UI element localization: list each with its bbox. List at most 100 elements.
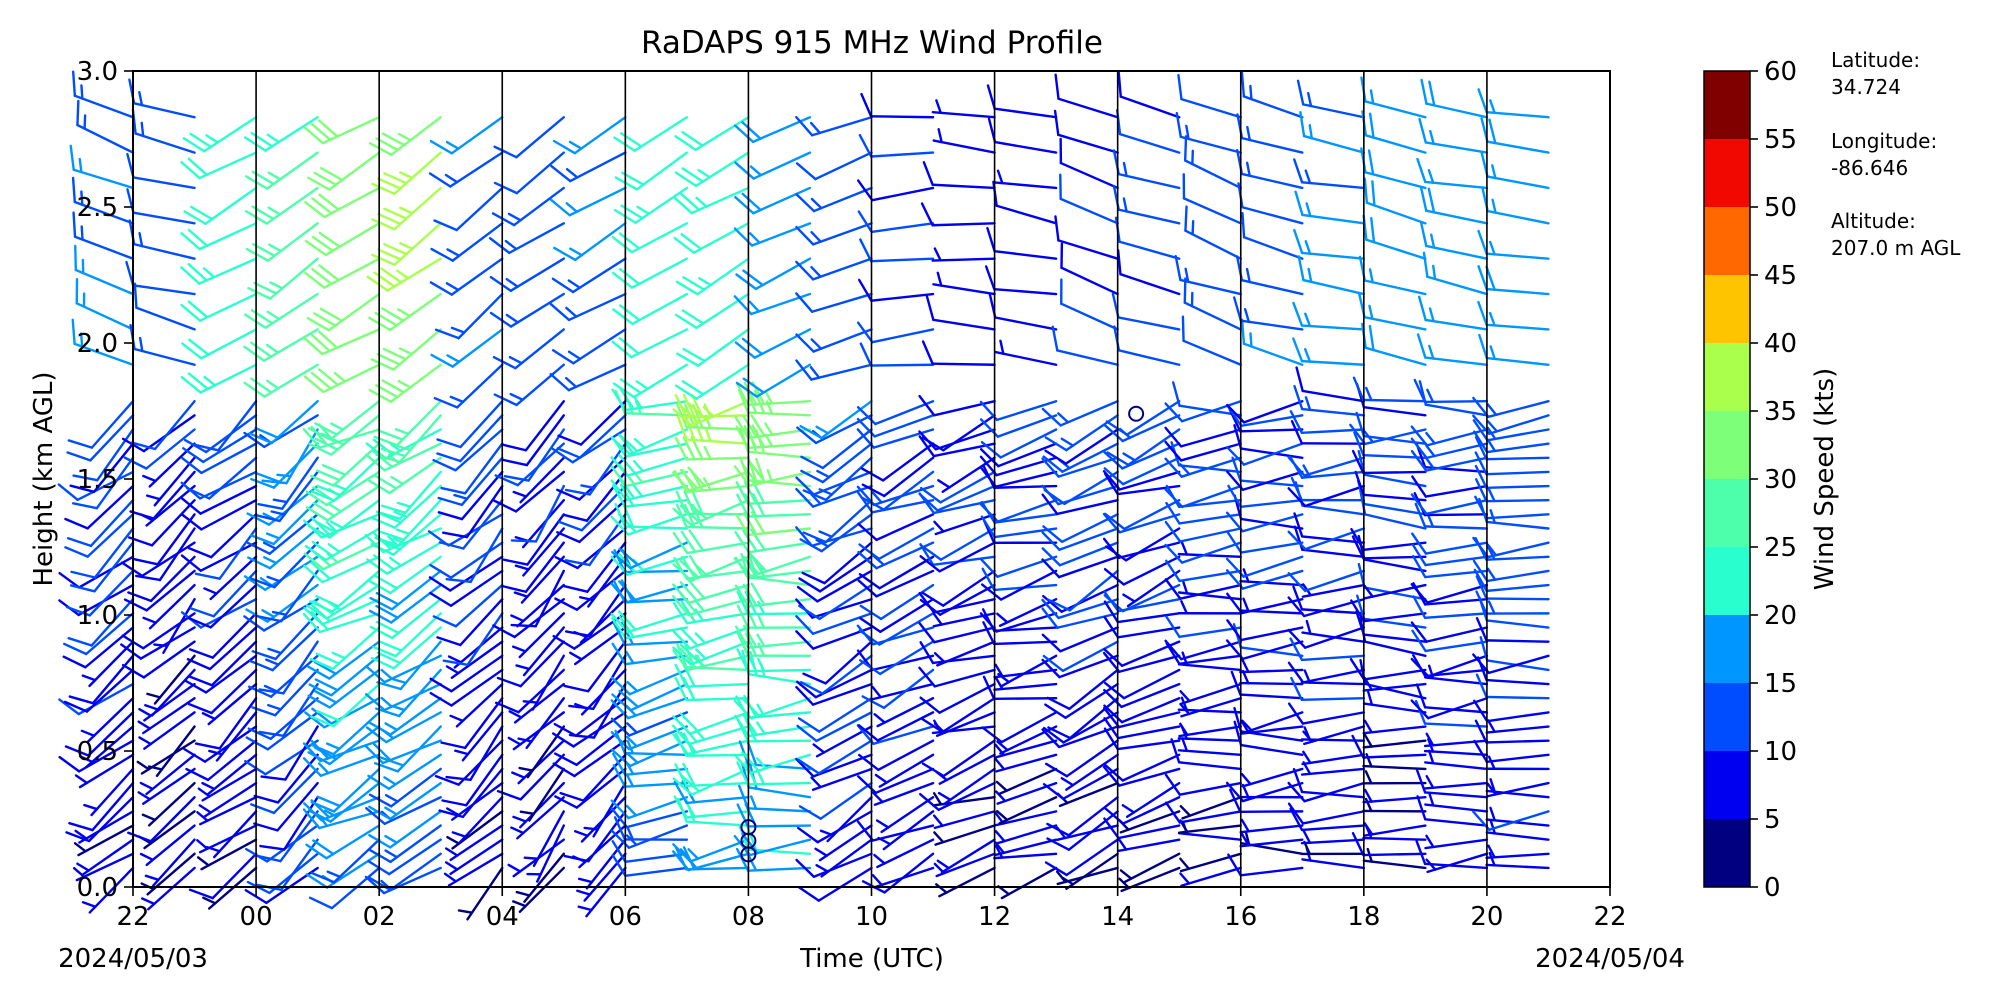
wind-barb	[1165, 615, 1242, 639]
wind-barb	[672, 400, 750, 428]
wind-barb	[672, 640, 750, 666]
wind-barb	[918, 666, 996, 688]
wind-barb	[562, 470, 627, 522]
wind-barb	[368, 583, 442, 624]
wind-barb	[563, 810, 627, 863]
start-date-label: 2024/05/03	[58, 944, 208, 974]
wind-barb	[66, 414, 135, 462]
wind-barb	[801, 541, 873, 585]
wind-barb	[1287, 456, 1366, 477]
wind-barb	[1351, 449, 1427, 475]
wind-barb	[802, 499, 873, 544]
wind-barb	[1475, 590, 1550, 615]
wind-barb	[672, 499, 750, 527]
wind-barb	[515, 852, 565, 903]
wind-barb	[180, 257, 258, 285]
wind-barb	[997, 654, 1058, 688]
wind-barb	[1046, 569, 1119, 612]
wind-barb	[921, 340, 996, 366]
wind-barb	[1060, 852, 1119, 890]
chart-title: RaDAPS 915 MHz Wind Profile	[641, 25, 1103, 61]
wind-barb	[611, 222, 689, 254]
wind-barb	[188, 852, 258, 900]
wind-barb	[1179, 796, 1242, 820]
wind-barb	[611, 541, 689, 570]
wind-barb	[523, 810, 565, 867]
wind-barb	[1416, 333, 1489, 366]
wind-barb	[982, 675, 1058, 701]
wind-barb	[994, 824, 1058, 845]
wind-barb	[73, 824, 135, 857]
wind-barb	[1174, 255, 1242, 296]
wind-barb	[1418, 117, 1489, 154]
wind-barb	[1293, 228, 1366, 260]
wind-barb	[245, 711, 319, 751]
wind-barb	[795, 612, 873, 635]
wind-barb	[202, 866, 258, 910]
wind-barb	[921, 697, 996, 734]
wind-barb	[611, 615, 689, 640]
wind-barb	[511, 739, 565, 785]
wind-barb	[1350, 527, 1427, 552]
x-tick-label: 18	[1347, 902, 1380, 932]
wind-barb	[1287, 802, 1366, 825]
wind-barb	[796, 711, 873, 743]
wind-barb	[1473, 430, 1550, 454]
wind-barb	[1240, 767, 1304, 788]
wind-barb	[858, 527, 935, 561]
wind-barb	[80, 697, 135, 743]
wind-barb	[1041, 607, 1119, 629]
wind-barb	[194, 527, 258, 580]
wind-barb	[307, 640, 381, 680]
wind-barb	[795, 359, 873, 381]
x-tick-label: 22	[116, 902, 149, 932]
wind-barb	[307, 499, 381, 539]
wind-barb	[1415, 768, 1489, 799]
wind-barb	[375, 414, 442, 464]
wind-barb	[139, 753, 196, 796]
wind-barb	[305, 824, 381, 860]
wind-barb	[918, 484, 996, 512]
wind-barb	[1485, 755, 1550, 771]
wind-barb	[446, 781, 504, 821]
wind-barb	[1425, 852, 1489, 874]
wind-barb	[254, 470, 319, 523]
wind-barb	[551, 328, 627, 365]
wind-barb	[1293, 158, 1366, 190]
wind-barb	[1472, 559, 1550, 583]
wind-barb	[874, 753, 935, 788]
wind-barb	[583, 781, 627, 838]
colorbar-segment	[1704, 343, 1750, 411]
wind-barb	[1287, 661, 1366, 684]
wind-barb	[444, 838, 504, 876]
wind-barb	[510, 484, 565, 543]
wind-barb	[1301, 750, 1366, 766]
wind-barb	[672, 186, 750, 215]
wind-barb	[201, 682, 258, 726]
wind-barb	[243, 328, 319, 362]
wind-barb	[514, 527, 565, 577]
wind-barb	[553, 222, 627, 262]
wind-barb	[798, 583, 873, 621]
wind-barb	[510, 583, 565, 628]
wind-barb	[1164, 400, 1242, 423]
wind-barb	[429, 569, 504, 607]
wind-barb	[859, 598, 935, 633]
wind-barb	[921, 739, 996, 778]
wind-barb	[552, 116, 627, 155]
wind-barb	[137, 767, 196, 805]
wind-barbs-layer	[57, 70, 1550, 921]
wind-barb	[611, 483, 689, 508]
wind-barb	[986, 84, 1058, 119]
wind-barb	[307, 400, 381, 441]
wind-barb	[1416, 795, 1489, 827]
wind-barb	[186, 626, 258, 671]
wind-barb	[1116, 248, 1181, 296]
wind-barb	[310, 682, 381, 728]
wind-barb	[1103, 555, 1181, 586]
colorbar-tick-label: 40	[1764, 329, 1797, 359]
wind-barb	[428, 151, 504, 188]
wind-barb	[250, 767, 319, 815]
wind-barb	[1103, 583, 1181, 613]
wind-barb	[303, 328, 381, 356]
